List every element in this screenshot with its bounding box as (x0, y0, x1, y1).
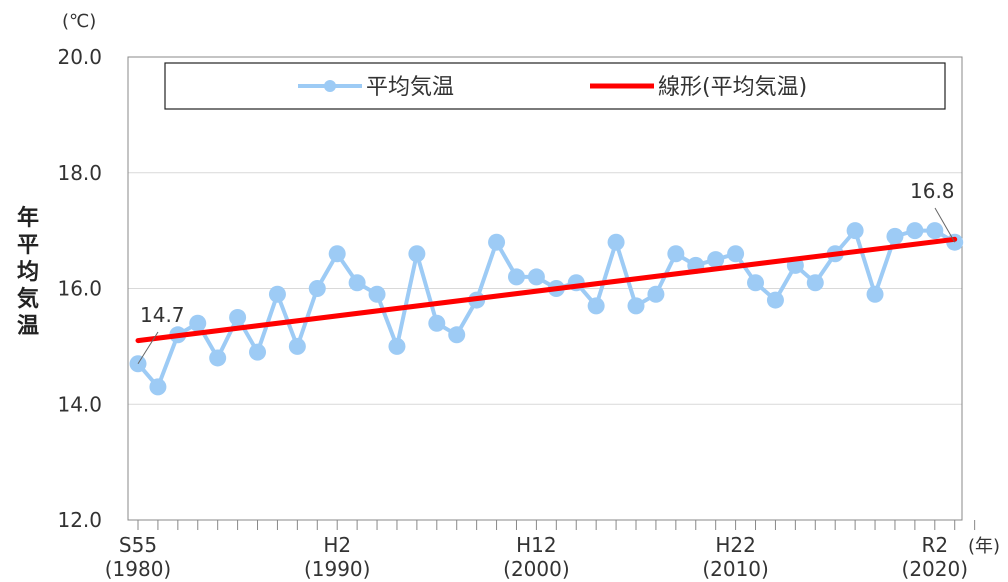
y-axis-title-char: 均 (17, 259, 39, 285)
data-point (527, 268, 545, 286)
annotation-label: 16.8 (910, 179, 955, 203)
x-tick-label-year: (1990) (304, 557, 371, 581)
data-point (229, 308, 247, 326)
data-point (727, 245, 745, 263)
data-point (348, 274, 366, 292)
data-point (428, 314, 446, 332)
x-axis: S55(1980) H2(1990) H12(2000) H22(2010) R2(20… (105, 520, 976, 581)
annotation-leader (934, 207, 956, 243)
data-point (647, 285, 665, 303)
data-point (667, 245, 685, 263)
data-point (926, 222, 944, 240)
y-tick-label: 18.0 (57, 161, 102, 185)
data-point (368, 285, 386, 303)
y-tick-label: 14.0 (57, 392, 102, 416)
plot-area-border (127, 56, 963, 521)
data-point (249, 343, 267, 361)
data-point (388, 337, 406, 355)
x-tick-label-era: H22 (715, 533, 756, 557)
x-tick-label-era: H2 (323, 533, 351, 557)
data-point (627, 297, 645, 315)
annotation-leader (137, 331, 159, 365)
trend-line-segment (135, 236, 958, 344)
data-point (408, 245, 426, 263)
y-tick-label: 16.0 (57, 277, 102, 301)
data-point (268, 285, 286, 303)
x-tick-label-era: H12 (516, 533, 557, 557)
y-axis: 12.0 14.0 16.0 18.0 20.0 (57, 45, 102, 532)
data-point (209, 349, 227, 367)
x-tick-label-year: (2000) (503, 557, 570, 581)
y-tick-label: 20.0 (57, 45, 102, 69)
series-line (129, 222, 964, 396)
y-axis-title-char: 平 (17, 233, 39, 258)
x-tick-label-year: (2020) (902, 557, 969, 581)
data-point (607, 233, 625, 251)
data-point (587, 297, 605, 315)
x-tick-label-era: R2 (921, 533, 948, 557)
data-point (488, 233, 506, 251)
annotation-label: 14.7 (140, 303, 185, 327)
trend-line (135, 236, 958, 344)
legend-box (164, 62, 946, 110)
data-point (189, 314, 207, 332)
legend-marker-average (324, 80, 336, 92)
y-tick-label: 12.0 (57, 508, 102, 532)
data-point (747, 274, 765, 292)
x-tick-label-year: (1980) (105, 557, 172, 581)
data-point (707, 251, 725, 269)
data-point (288, 337, 306, 355)
data-point (448, 326, 466, 344)
x-unit-label: (年) (968, 536, 1000, 557)
y-axis-title-char: 気 (17, 286, 39, 312)
annotations: 14.7 16.8 (137, 179, 956, 365)
y-axis-title-char: 年 (17, 205, 39, 231)
data-point (149, 378, 167, 396)
data-point (906, 222, 924, 240)
data-point (308, 280, 326, 297)
legend-label-average: 平均気温 (366, 75, 454, 100)
x-tick-label-year: (2010) (702, 557, 769, 581)
y-unit-label: (℃) (62, 11, 96, 32)
data-point (507, 268, 525, 286)
data-point (766, 291, 784, 309)
data-point (328, 245, 346, 263)
legend-label-trend: 線形(平均気温) (658, 75, 807, 100)
data-point (846, 222, 864, 240)
data-point (866, 285, 884, 303)
legend: 平均気温 線形(平均気温) (164, 62, 946, 110)
x-tick-label-era: S55 (119, 533, 157, 557)
data-point (886, 227, 904, 245)
y-axis-title-char: 温 (17, 314, 39, 339)
data-point (806, 274, 824, 292)
